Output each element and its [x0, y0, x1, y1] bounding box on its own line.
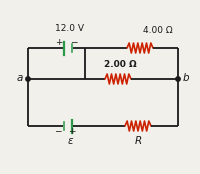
Circle shape — [26, 77, 30, 81]
Text: −: − — [54, 126, 61, 136]
Text: R: R — [134, 136, 141, 146]
Text: a: a — [17, 73, 23, 83]
Text: ε: ε — [67, 136, 72, 146]
Text: +: + — [68, 126, 75, 136]
Text: 12.0 V: 12.0 V — [55, 24, 84, 33]
Circle shape — [175, 77, 179, 81]
Text: 2.00 Ω: 2.00 Ω — [103, 60, 136, 69]
Text: −: − — [70, 38, 77, 46]
Text: 4.00 Ω: 4.00 Ω — [143, 26, 172, 35]
Text: b: b — [182, 73, 189, 83]
Text: +: + — [55, 38, 62, 46]
